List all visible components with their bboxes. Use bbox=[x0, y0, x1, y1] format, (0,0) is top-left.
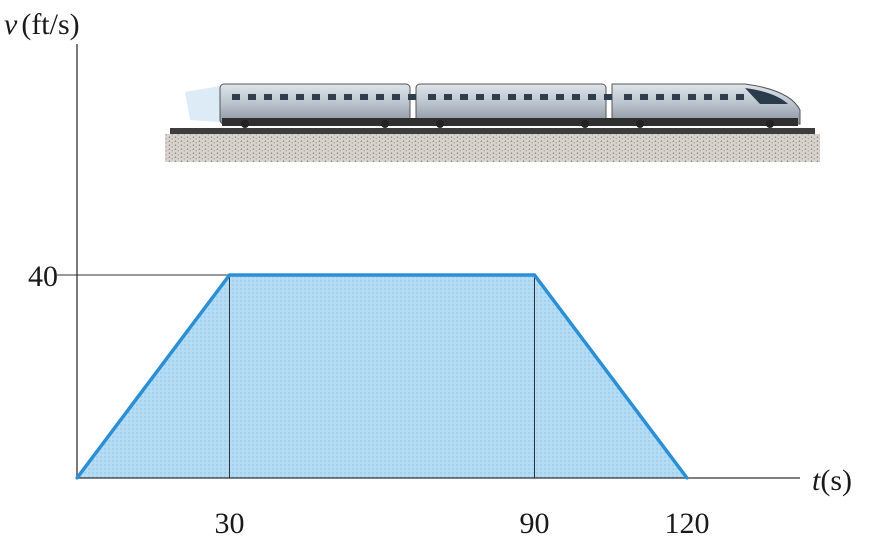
data-point-3 bbox=[685, 476, 689, 480]
train-window bbox=[540, 94, 548, 100]
train-window bbox=[704, 94, 712, 100]
x-tick-label-90: 90 bbox=[520, 507, 550, 537]
data-point-1 bbox=[227, 273, 232, 277]
train-window bbox=[248, 94, 256, 100]
train-window bbox=[588, 94, 596, 100]
train-window bbox=[280, 94, 288, 100]
y-axis-variable: v bbox=[4, 8, 18, 41]
train-window bbox=[656, 94, 664, 100]
train-window bbox=[428, 94, 436, 100]
y-tick-label-40: 40 bbox=[28, 260, 58, 293]
train-window bbox=[640, 94, 648, 100]
train-window bbox=[524, 94, 532, 100]
train-window bbox=[736, 94, 744, 100]
train-window bbox=[344, 94, 352, 100]
x-axis-variable: t bbox=[812, 464, 821, 497]
train-window bbox=[408, 94, 416, 100]
train-window bbox=[672, 94, 680, 100]
train-window bbox=[232, 94, 240, 100]
y-axis-label: v (ft/s) bbox=[4, 8, 80, 41]
train-window bbox=[264, 94, 272, 100]
x-axis-unit: (s) bbox=[820, 464, 852, 497]
x-tick-label-30: 30 bbox=[215, 507, 245, 537]
train-icon bbox=[165, 83, 820, 162]
train-window bbox=[492, 94, 500, 100]
train-window bbox=[328, 94, 336, 100]
train-window bbox=[720, 94, 728, 100]
train-window bbox=[476, 94, 484, 100]
train-window bbox=[392, 94, 400, 100]
data-point-2 bbox=[532, 273, 537, 277]
x-axis-label: t(s) bbox=[812, 464, 852, 497]
y-axis-unit: (ft/s) bbox=[21, 8, 79, 41]
train-window bbox=[376, 94, 384, 100]
train-window bbox=[460, 94, 468, 100]
train-window bbox=[556, 94, 564, 100]
train-window bbox=[444, 94, 452, 100]
train-window bbox=[572, 94, 580, 100]
train-window bbox=[312, 94, 320, 100]
data-point-0 bbox=[75, 476, 79, 480]
velocity-line bbox=[75, 273, 689, 480]
velocity-area bbox=[77, 275, 687, 478]
train-window bbox=[604, 94, 612, 100]
train-window bbox=[360, 94, 368, 100]
train-window bbox=[296, 94, 304, 100]
train-window bbox=[624, 94, 632, 100]
train-window bbox=[688, 94, 696, 100]
x-tick-label-120: 120 bbox=[665, 507, 710, 537]
train-window bbox=[508, 94, 516, 100]
